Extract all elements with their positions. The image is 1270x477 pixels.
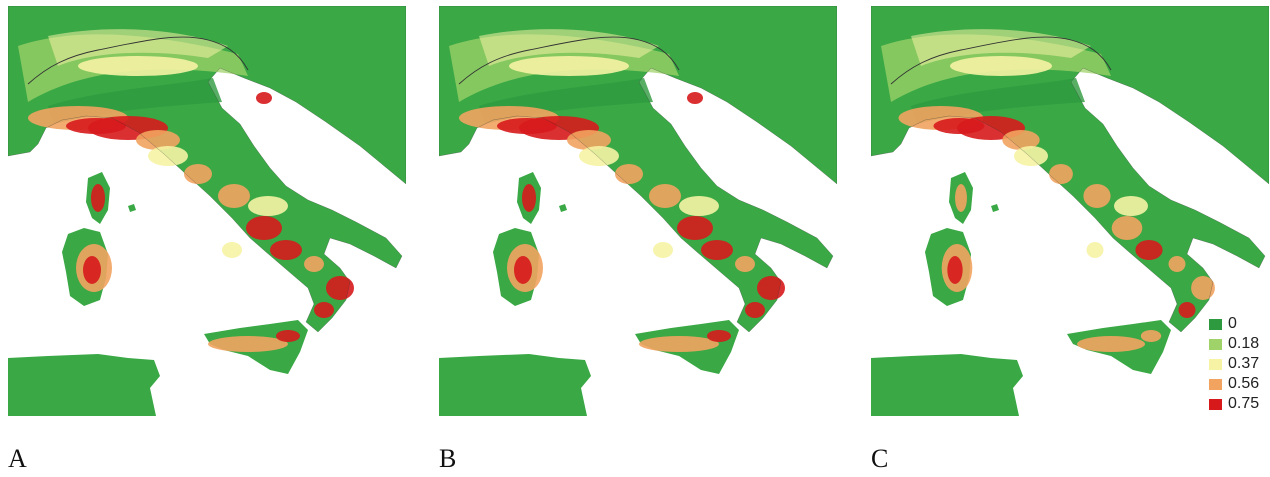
suitability-hotspot (649, 184, 681, 208)
legend-swatch-0 (1209, 318, 1222, 330)
legend-swatch-2 (1209, 358, 1222, 370)
land-elba (559, 204, 567, 212)
suitability-hotspot (955, 184, 967, 212)
legend-value-0: 0 (1228, 315, 1237, 332)
adriatic-hotspot (256, 92, 272, 104)
suitability-hotspot (735, 256, 755, 272)
legend-swatch-3 (1209, 378, 1222, 390)
suitability-hotspot (246, 216, 282, 240)
adriatic-hotspot (687, 92, 703, 104)
suitability-hotspot (248, 196, 288, 216)
coastline (8, 6, 406, 333)
legend-swatch-1 (1209, 338, 1222, 350)
land-elba (128, 204, 136, 212)
suitability-hotspot (522, 184, 536, 212)
legend-item-2: 0.37 (1209, 354, 1259, 374)
suitability-hotspot (148, 146, 188, 166)
suitability-hotspot (83, 256, 101, 284)
suitability-hotspot (1077, 336, 1145, 352)
alps-high-region (911, 29, 1091, 66)
suitability-hotspot (679, 196, 719, 216)
legend-item-0: 0 (1209, 314, 1259, 334)
suitability-hotspot (701, 240, 733, 260)
suitability-hotspot (91, 184, 105, 212)
suitability-hotspot (950, 56, 1052, 76)
suitability-hotspot (276, 330, 300, 342)
suitability-hotspot (1168, 256, 1186, 272)
land-africa (8, 354, 160, 416)
suitability-hotspot (222, 242, 242, 258)
suitability-hotspot (78, 56, 198, 76)
map-panel-a (8, 6, 406, 416)
suitability-hotspot (653, 242, 673, 258)
land-elba (991, 204, 999, 212)
suitability-hotspot (1086, 242, 1104, 258)
suitability-hotspot (579, 146, 619, 166)
suitability-hotspot (326, 276, 354, 300)
suitability-hotspot (136, 130, 180, 150)
national-border (458, 36, 680, 85)
suitability-hotspot (514, 256, 532, 284)
legend-item-3: 0.56 (1209, 374, 1259, 394)
suitability-hotspot (1191, 276, 1215, 300)
suitability-hotspot (567, 130, 611, 150)
suitability-hotspot (947, 256, 963, 284)
legend-item-1: 0.18 (1209, 334, 1259, 354)
suitability-hotspot (304, 256, 324, 272)
suitability-hotspot (1140, 330, 1162, 342)
suitability-hotspot (615, 164, 643, 184)
suitability-hotspot (66, 118, 126, 134)
suitability-hotspot (1178, 302, 1196, 318)
panel-label-c: C (871, 444, 889, 473)
suitability-hotspot (218, 184, 250, 208)
suitability-hotspot (1002, 130, 1040, 150)
suitability-hotspot (270, 240, 302, 260)
suitability-hotspot (639, 336, 719, 352)
legend-item-4: 0.75 (1209, 394, 1259, 414)
suitability-hotspot (184, 164, 212, 184)
alps-high-region (479, 29, 659, 66)
map-svg (8, 6, 406, 416)
panel-label-a: A (8, 444, 27, 473)
suitability-hotspot (707, 330, 731, 342)
coastline (439, 6, 837, 333)
map-svg (439, 6, 837, 416)
alps-high-region (48, 29, 228, 66)
suitability-hotspot (745, 302, 765, 318)
suitability-hotspot (509, 56, 629, 76)
national-border (890, 36, 1112, 85)
suitability-hotspot (1049, 164, 1073, 184)
coastline (871, 6, 1269, 333)
suitability-hotspot (208, 336, 288, 352)
panel-label-b: B (439, 444, 457, 473)
legend-value-2: 0.37 (1228, 355, 1260, 372)
legend-value-1: 0.18 (1228, 335, 1260, 352)
legend-swatch-4 (1209, 398, 1222, 410)
suitability-hotspot (757, 276, 785, 300)
map-svg (871, 6, 1269, 416)
map-panel-b (439, 6, 837, 416)
land-africa (871, 354, 1023, 416)
suitability-hotspot (677, 216, 713, 240)
suitability-hotspot (314, 302, 334, 318)
legend-value-4: 0.75 (1228, 395, 1260, 412)
legend-value-3: 0.56 (1228, 375, 1260, 392)
suitability-hotspot (1135, 240, 1163, 260)
suitability-hotspot (1014, 146, 1048, 166)
suitability-hotspot (1083, 184, 1111, 208)
suitability-hotspot (933, 118, 985, 134)
legend: 0 0.18 0.37 0.56 0.75 (1209, 314, 1259, 414)
suitability-hotspot (497, 118, 557, 134)
national-border (27, 36, 249, 85)
land-africa (439, 354, 591, 416)
suitability-hotspot (1111, 216, 1143, 240)
suitability-hotspot (1114, 196, 1148, 216)
map-panel-c (871, 6, 1269, 416)
